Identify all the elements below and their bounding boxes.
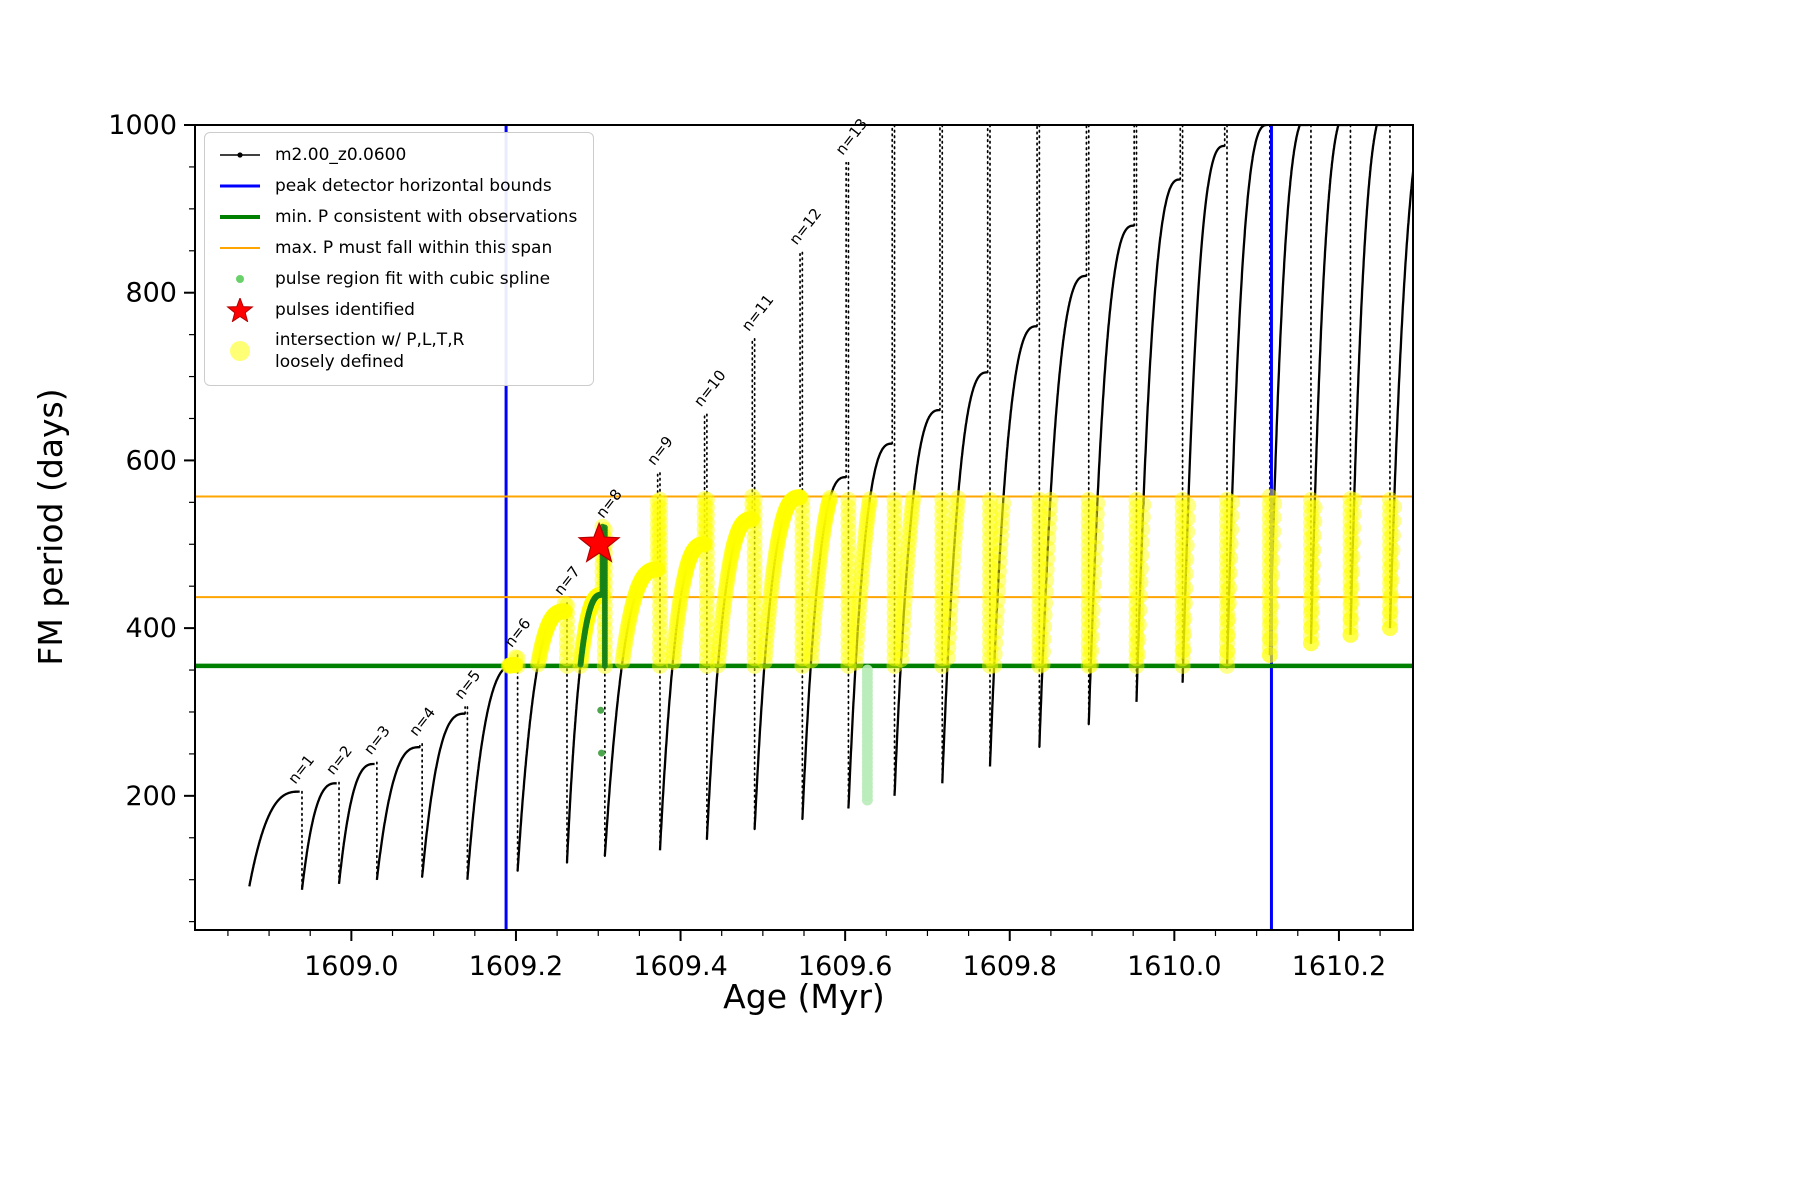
blue-line-icon xyxy=(217,174,263,198)
svg-text:n=4: n=4 xyxy=(405,704,439,740)
svg-text:n=9: n=9 xyxy=(643,433,677,469)
legend-label: pulses identified xyxy=(275,299,415,320)
bound-lines xyxy=(195,125,1413,930)
yellow-dot-icon xyxy=(217,339,263,363)
green-dot-icon xyxy=(217,267,263,291)
legend-item-peak-detector-bounds: peak detector horizontal bounds xyxy=(217,174,577,198)
legend-item-max-p-span: max. P must fall within this span xyxy=(217,236,577,260)
x-axis-label: Age (Myr) xyxy=(723,977,885,1016)
x-tick-label: 1610.0 xyxy=(1127,951,1221,982)
svg-text:n=2: n=2 xyxy=(322,742,356,778)
legend-label: min. P consistent with observations xyxy=(275,206,578,227)
svg-text:n=8: n=8 xyxy=(592,486,626,522)
y-axis-label: FM period (days) xyxy=(31,388,70,665)
svg-text:n=7: n=7 xyxy=(550,563,584,599)
x-tick-label: 1609.8 xyxy=(963,951,1057,982)
svg-text:n=13: n=13 xyxy=(832,115,872,159)
svg-text:n=10: n=10 xyxy=(690,367,730,411)
legend-label: intersection w/ P,L,T,R loosely defined xyxy=(275,330,465,373)
pale-green-markers xyxy=(861,664,873,806)
orange-line-icon xyxy=(217,236,263,260)
y-tick-label: 600 xyxy=(125,445,177,476)
series-curves xyxy=(248,125,1413,891)
svg-text:n=3: n=3 xyxy=(360,722,394,758)
svg-text:n=1: n=1 xyxy=(284,751,318,787)
y-tick-label: 1000 xyxy=(108,110,177,141)
legend-item-pulse-region: pulse region fit with cubic spline xyxy=(217,267,577,291)
legend-item-intersection: intersection w/ P,L,T,R loosely defined xyxy=(217,329,577,373)
y-tick-label: 800 xyxy=(125,278,177,309)
legend: m2.00_z0.0600 peak detector horizontal b… xyxy=(204,132,595,387)
svg-text:n=12: n=12 xyxy=(786,205,826,249)
red-star-icon xyxy=(217,298,263,322)
legend-label: pulse region fit with cubic spline xyxy=(275,268,551,289)
x-tick-label: 1609.4 xyxy=(633,951,727,982)
series-line-icon xyxy=(217,143,263,167)
axes: 1609.0 1609.2 1609.4 1609.6 1609.8 1610.0 1610… xyxy=(108,110,1414,982)
legend-label: peak detector horizontal bounds xyxy=(275,175,552,196)
y-tick-label: 400 xyxy=(125,613,177,644)
pulse-star-marker xyxy=(577,521,621,563)
intersection-band-markers xyxy=(500,488,1402,674)
x-tick-label: 1609.6 xyxy=(798,951,892,982)
y-tick-label: 200 xyxy=(125,781,177,812)
legend-item-min-p: min. P consistent with observations xyxy=(217,205,577,229)
legend-item-pulses-identified: pulses identified xyxy=(217,298,577,322)
svg-text:n=5: n=5 xyxy=(451,667,485,703)
green-line-icon xyxy=(217,205,263,229)
legend-label: max. P must fall within this span xyxy=(275,237,553,258)
x-tick-label: 1610.2 xyxy=(1292,951,1386,982)
legend-item-series: m2.00_z0.0600 xyxy=(217,143,577,167)
svg-text:n=11: n=11 xyxy=(738,291,778,335)
legend-label: m2.00_z0.0600 xyxy=(275,144,407,165)
x-tick-label: 1609.2 xyxy=(469,951,563,982)
x-tick-label: 1609.0 xyxy=(304,951,398,982)
spline-fit-markers xyxy=(577,523,608,757)
